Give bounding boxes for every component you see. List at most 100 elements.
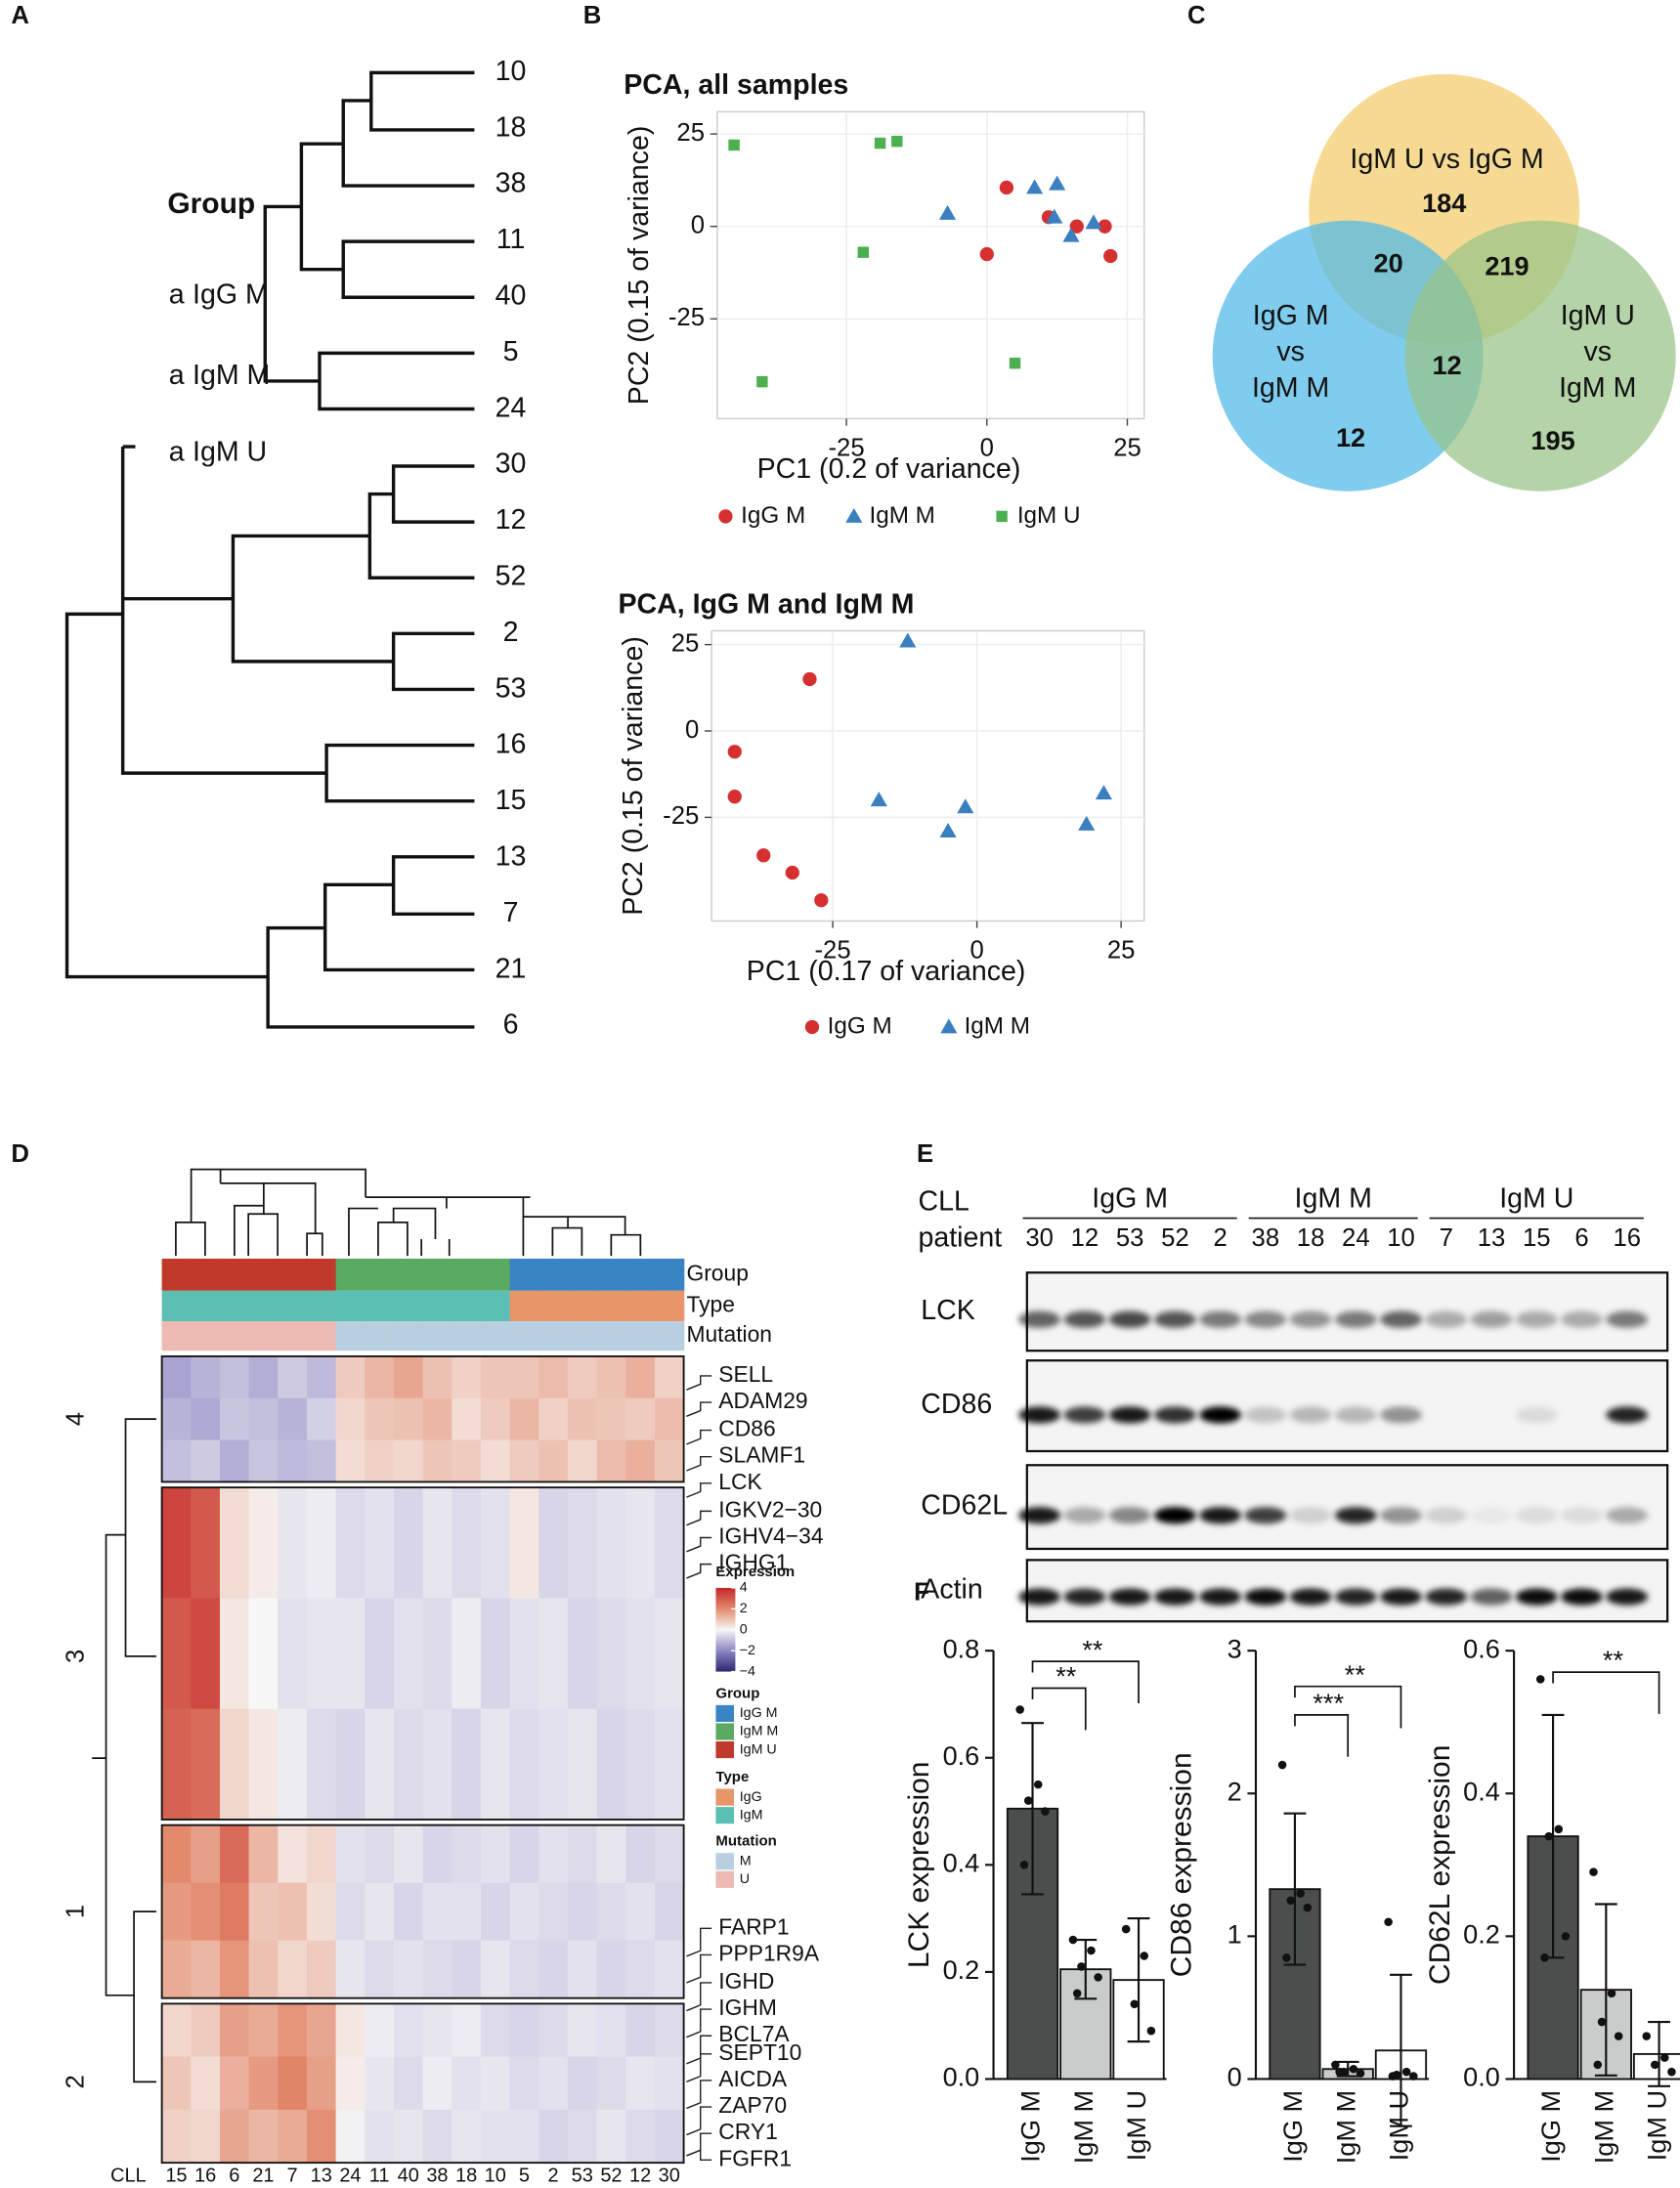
annotation-label: Group (686, 1260, 748, 1285)
legend-swatch (715, 1740, 734, 1759)
y-tick-label: 0.2 (1463, 1919, 1500, 1950)
heatmap-cell (365, 1940, 395, 1999)
heatmap-cell (248, 1397, 279, 1441)
region-value: 195 (1530, 425, 1574, 455)
heatmap-cell (538, 1824, 569, 1884)
heatmap-cell (161, 2109, 192, 2164)
heatmap-cell (538, 1487, 569, 1600)
heatmap-cell (393, 2109, 424, 2164)
heatmap-cell (219, 1598, 250, 1710)
point (1062, 227, 1080, 242)
panel-label: F (914, 1578, 929, 1606)
data-point (1554, 1824, 1564, 1834)
heatmap-cell (278, 1487, 308, 1600)
band (1063, 1507, 1106, 1524)
data-point (1607, 1989, 1616, 1998)
x-tick-label: IgG M (1535, 2090, 1566, 2163)
set-label: IgM U (1561, 300, 1635, 331)
band (1244, 1588, 1287, 1606)
heatmap-cell (306, 1940, 337, 1999)
heatmap-cell (422, 2109, 452, 2164)
band (1018, 1507, 1061, 1524)
heatmap-cell (191, 2056, 221, 2111)
significance-label: ** (1055, 1661, 1077, 1692)
data-point (1388, 2072, 1398, 2081)
point (1046, 208, 1063, 224)
band (1515, 1406, 1558, 1424)
point (957, 798, 974, 814)
heatmap-cell (278, 1598, 308, 1710)
annotation-cell (161, 1321, 192, 1351)
heatmap-cell (335, 2109, 366, 2164)
data-point (1277, 1760, 1287, 1770)
annotation-cell (480, 1290, 511, 1322)
panel-labels: A B C D E F (11, 2, 1205, 1606)
heatmap-cell (393, 1882, 424, 1942)
error-bar (1336, 2060, 1359, 2078)
data-point (1667, 2067, 1676, 2077)
cluster-border (160, 2002, 685, 2165)
band (1018, 1406, 1061, 1424)
heatmap-cell (422, 1882, 452, 1942)
leaf-label: 15 (495, 785, 527, 816)
band (1063, 1310, 1106, 1328)
data-point (1540, 1953, 1549, 1962)
heatmap-cell (654, 1940, 685, 1999)
column-label: 53 (572, 2166, 593, 2187)
column-label: 40 (398, 2166, 419, 2187)
heatmap-cell (596, 1397, 626, 1441)
heatmap-cell (480, 1598, 511, 1710)
gene-connector (686, 2132, 712, 2157)
annotation-cell (278, 1321, 308, 1351)
gene-connector (686, 1482, 712, 1498)
x-tick-label: IgM M (1588, 2090, 1618, 2164)
legend-title: Type (715, 1769, 749, 1785)
legend-label: IgM M (965, 1012, 1030, 1039)
y-tick-label: 25 (676, 119, 705, 147)
gene-label: SELL (718, 1361, 773, 1387)
heatmap-cell (654, 1355, 685, 1399)
data-point (1019, 1861, 1029, 1869)
band (1334, 1507, 1377, 1524)
gene-label: IGHG1 (718, 1550, 788, 1575)
panel-label: A (11, 2, 29, 29)
heatmap-cell (219, 1940, 250, 1999)
heatmap-cell (365, 1598, 395, 1710)
heatmap-cell (567, 1355, 598, 1399)
heatmap-cell (509, 1824, 539, 1884)
annotation-cell (538, 1321, 569, 1351)
legend-marker (940, 1018, 958, 1034)
heatmap-cell (538, 2109, 569, 2164)
heatmap-cell (161, 1439, 192, 1483)
annotation-cell (422, 1290, 452, 1322)
heatmap-cell (161, 1940, 192, 1999)
heatmap-cell (335, 1882, 366, 1942)
plot-area (716, 110, 1145, 420)
band (1063, 1406, 1106, 1424)
legend-label: IgG M (741, 502, 805, 529)
point (728, 139, 740, 151)
band (1334, 1310, 1377, 1328)
heatmap-cell (191, 1882, 221, 1942)
heatmap-cell (654, 1882, 685, 1942)
heatmap-cell (278, 1882, 308, 1942)
legend-label: IgM U (1017, 502, 1081, 529)
gene-label: IGHD (718, 1968, 774, 1994)
annotation-cell (365, 1321, 395, 1351)
heatmap-cell (191, 1940, 221, 1999)
leaf-label: 30 (495, 449, 527, 480)
annotation-cell (452, 1290, 482, 1322)
heatmap-cell (452, 1824, 482, 1884)
leaf-label: 2 (503, 617, 519, 648)
heatmap-cell (191, 1439, 221, 1483)
region-value: 12 (1432, 350, 1461, 380)
data-point (1068, 1935, 1078, 1945)
chart-title: PCA, all samples (624, 69, 848, 101)
heatmap-cell (480, 2003, 511, 2058)
leaf-label: 40 (495, 280, 527, 312)
annotation-cell (567, 1258, 598, 1291)
band (1470, 1588, 1513, 1606)
band (1108, 1406, 1151, 1424)
heatmap-cell (219, 1439, 250, 1483)
